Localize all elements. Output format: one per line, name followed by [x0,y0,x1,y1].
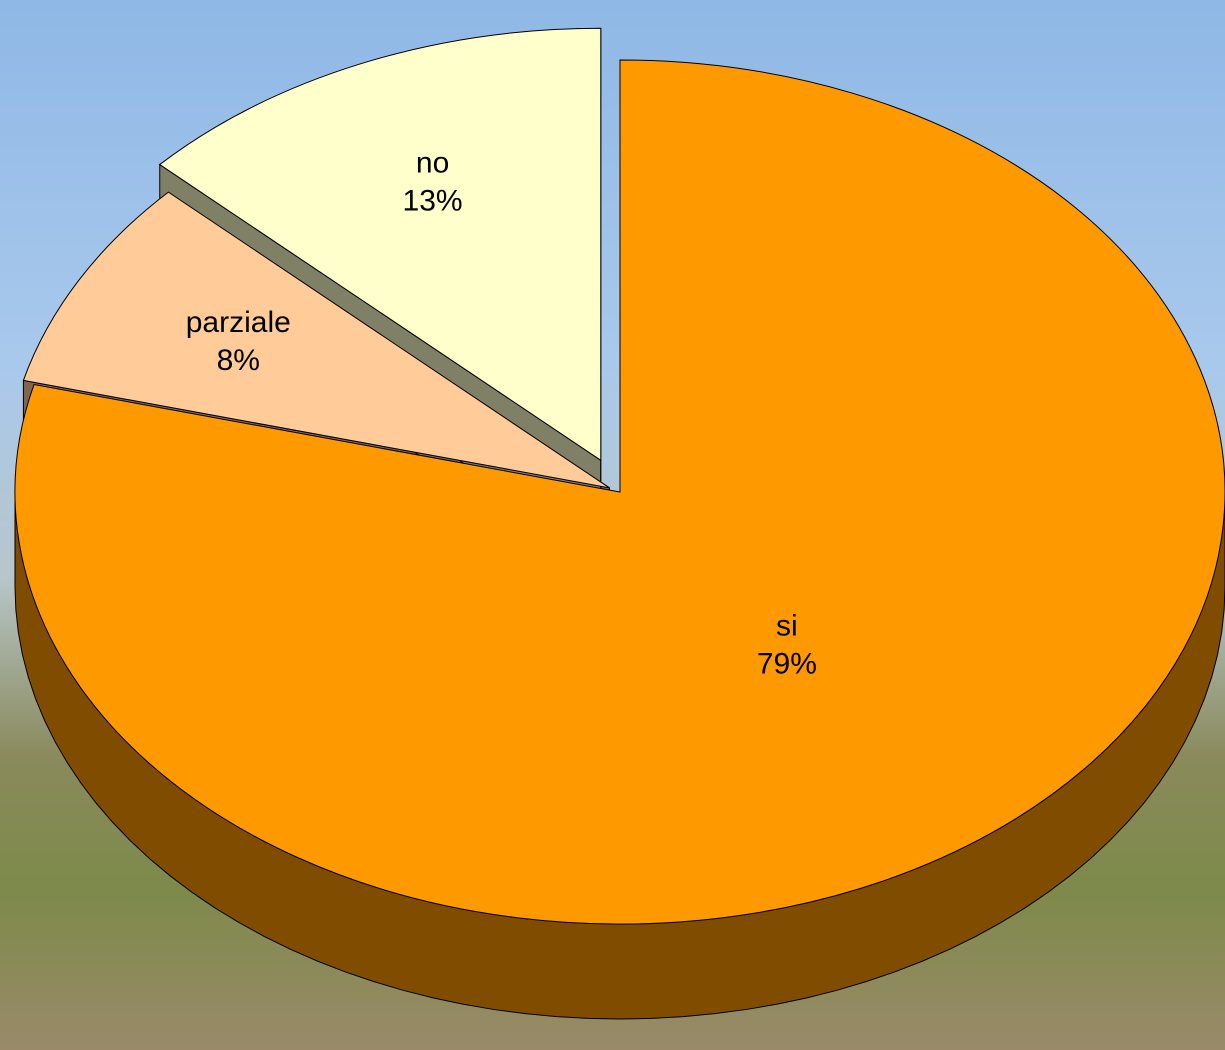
slice-value-label: 13% [403,185,463,218]
slice [158,27,602,462]
slice [22,191,610,489]
slice [14,59,1225,925]
slice-category-label: si [776,610,798,643]
slice-value-label: 79% [757,648,817,681]
slice-category-label: parziale [186,306,291,339]
slice-category-label: no [416,147,449,180]
slice-value-label: 8% [217,344,260,377]
